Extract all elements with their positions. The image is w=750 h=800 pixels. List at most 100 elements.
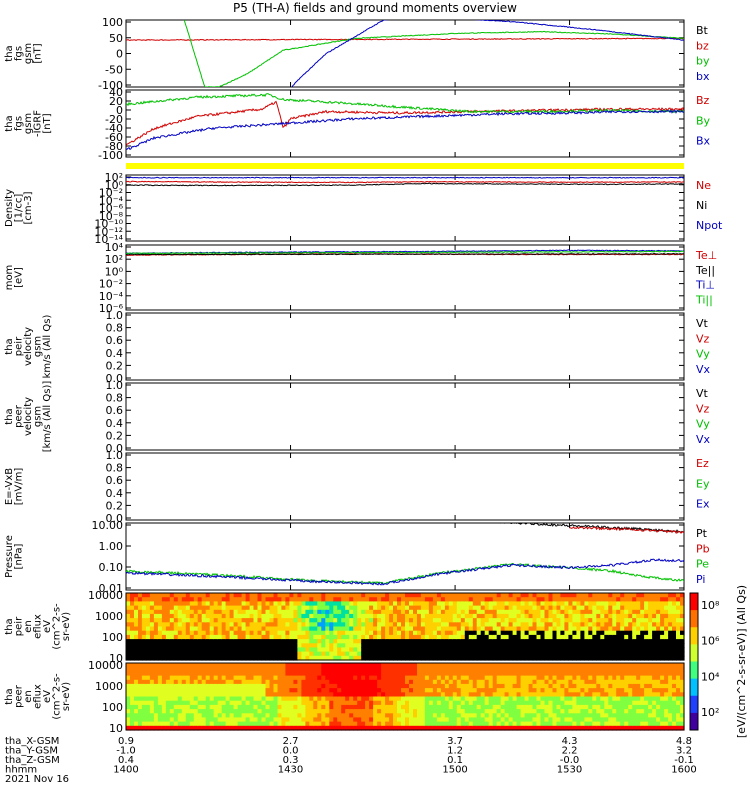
heatmap-cell: [130, 688, 135, 693]
heatmap-cell: [353, 626, 358, 632]
heatmap-cell: [504, 692, 510, 698]
heatmap-cell: [520, 667, 526, 672]
heatmap-cell: [309, 655, 314, 661]
heatmap-cell: [369, 597, 374, 602]
heatmap-cell: [568, 683, 573, 689]
heatmap-cell: [680, 630, 685, 636]
y-tick-label: 10⁻⁴: [99, 290, 124, 303]
heatmap-cell: [197, 721, 203, 727]
heatmap-cell: [476, 639, 482, 644]
heatmap-cell: [237, 651, 243, 657]
heatmap-cell: [612, 675, 617, 681]
heatmap-cell: [644, 671, 649, 677]
heatmap-cell: [448, 630, 454, 636]
heatmap-cell: [309, 671, 314, 677]
heatmap-cell: [345, 639, 350, 644]
heatmap-cell: [365, 597, 370, 602]
heatmap-cell: [488, 630, 494, 636]
heatmap-cell: [636, 692, 641, 698]
heatmap-cell: [620, 675, 625, 681]
heatmap-cell: [440, 643, 446, 649]
heatmap-cell: [249, 651, 255, 657]
heatmap-cell: [448, 683, 454, 689]
heatmap-cell: [357, 679, 362, 685]
heatmap-cell: [452, 651, 458, 657]
heatmap-cell: [440, 597, 446, 602]
heatmap-cell: [584, 683, 589, 689]
heatmap-cell: [321, 601, 326, 607]
heatmap-cell: [126, 618, 131, 623]
heatmap-cell: [524, 688, 530, 693]
heatmap-cell: [440, 717, 446, 723]
heatmap-cell: [524, 692, 530, 698]
heatmap-cell: [660, 613, 665, 619]
heatmap-cell: [596, 651, 601, 657]
heatmap-cell: [177, 663, 183, 668]
heatmap-cell: [126, 700, 131, 706]
heatmap-cell: [405, 655, 410, 661]
heatmap-cell: [325, 597, 330, 602]
heatmap-cell: [197, 704, 203, 710]
heatmap-cell: [313, 605, 318, 611]
heatmap-cell: [313, 626, 318, 632]
y-axis-label: tha: [4, 408, 15, 424]
heatmap-cell: [377, 663, 382, 668]
heatmap-cell: [165, 601, 171, 607]
heatmap-cell: [417, 605, 422, 611]
heatmap-cell: [664, 713, 669, 719]
heatmap-cell: [624, 639, 629, 644]
heatmap-cell: [556, 667, 562, 672]
heatmap-cell: [636, 709, 641, 714]
heatmap-cell: [313, 613, 318, 619]
heatmap-cell: [161, 626, 167, 632]
heatmap-cell: [293, 622, 298, 628]
heatmap-cell: [337, 601, 342, 607]
colorbar-tick-label: 10²: [701, 706, 719, 719]
heatmap-cell: [253, 721, 259, 727]
heatmap-cell: [357, 593, 362, 598]
heatmap-cell: [604, 626, 609, 632]
heatmap-cell: [265, 630, 271, 636]
heatmap-cell: [648, 692, 653, 698]
heatmap-cell: [221, 688, 227, 693]
heatmap-cell: [249, 655, 255, 661]
heatmap-cell: [540, 696, 546, 702]
heatmap-cell: [313, 630, 318, 636]
heatmap-cell: [313, 709, 318, 714]
heatmap-cell: [413, 655, 418, 661]
heatmap-cell: [648, 609, 653, 615]
heatmap-cell: [636, 671, 641, 677]
heatmap-cell: [464, 618, 470, 623]
heatmap-cell: [432, 696, 438, 702]
heatmap-cell: [524, 647, 530, 653]
colorbar-segment: [690, 678, 698, 697]
heatmap-cell: [349, 692, 354, 698]
heatmap-cell: [138, 601, 143, 607]
y-tick-label: 0.0: [106, 512, 124, 525]
heatmap-cell: [616, 709, 621, 714]
heatmap-cell: [345, 700, 350, 706]
heatmap-cell: [556, 704, 562, 710]
heatmap-cell: [500, 634, 506, 640]
heatmap-cell: [385, 622, 390, 628]
heatmap-cell: [532, 713, 538, 719]
heatmap-cell: [648, 593, 653, 598]
heatmap-cell: [476, 688, 482, 693]
heatmap-cell: [345, 667, 350, 672]
heatmap-cell: [556, 634, 562, 640]
heatmap-cell: [556, 647, 562, 653]
heatmap-cell: [660, 643, 665, 649]
heatmap-cell: [588, 634, 593, 640]
heatmap-cell: [444, 634, 450, 640]
heatmap-cell: [504, 683, 510, 689]
heatmap-cell: [492, 634, 498, 640]
heatmap-cell: [644, 713, 649, 719]
heatmap-cell: [580, 725, 585, 731]
heatmap-cell: [269, 651, 275, 657]
heatmap-cell: [193, 634, 199, 640]
heatmap-cell: [201, 679, 207, 685]
heatmap-cell: [648, 647, 653, 653]
heatmap-cell: [676, 609, 681, 615]
heatmap-cell: [428, 643, 434, 649]
heatmap-cell: [540, 713, 546, 719]
